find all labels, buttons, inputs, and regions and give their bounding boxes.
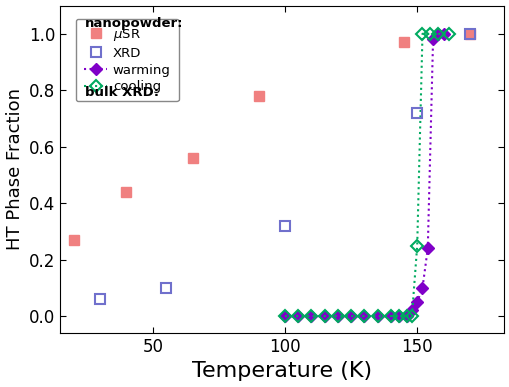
Text: bulk XRD:: bulk XRD:: [84, 86, 159, 99]
X-axis label: Temperature (K): Temperature (K): [192, 361, 372, 382]
Y-axis label: HT Phase Fraction: HT Phase Fraction: [6, 88, 23, 250]
Legend: $\mu$SR, XRD, warming, cooling: $\mu$SR, XRD, warming, cooling: [76, 19, 178, 101]
Text: nanopowder:: nanopowder:: [84, 17, 183, 30]
